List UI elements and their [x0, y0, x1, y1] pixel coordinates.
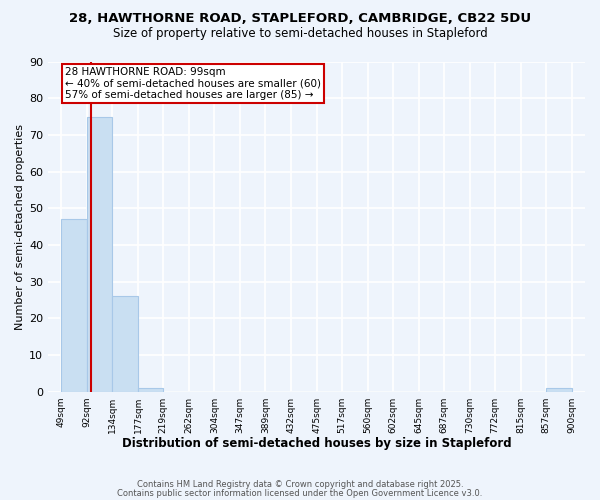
Bar: [546, 388, 572, 392]
Y-axis label: Number of semi-detached properties: Number of semi-detached properties: [15, 124, 25, 330]
Bar: [61, 219, 87, 392]
Text: 28 HAWTHORNE ROAD: 99sqm
← 40% of semi-detached houses are smaller (60)
57% of s: 28 HAWTHORNE ROAD: 99sqm ← 40% of semi-d…: [65, 67, 321, 100]
Text: Contains public sector information licensed under the Open Government Licence v3: Contains public sector information licen…: [118, 489, 482, 498]
X-axis label: Distribution of semi-detached houses by size in Stapleford: Distribution of semi-detached houses by …: [122, 437, 511, 450]
Bar: [112, 296, 138, 392]
Bar: [138, 388, 163, 392]
Text: 28, HAWTHORNE ROAD, STAPLEFORD, CAMBRIDGE, CB22 5DU: 28, HAWTHORNE ROAD, STAPLEFORD, CAMBRIDG…: [69, 12, 531, 26]
Text: Contains HM Land Registry data © Crown copyright and database right 2025.: Contains HM Land Registry data © Crown c…: [137, 480, 463, 489]
Bar: [87, 116, 112, 392]
Text: Size of property relative to semi-detached houses in Stapleford: Size of property relative to semi-detach…: [113, 28, 487, 40]
